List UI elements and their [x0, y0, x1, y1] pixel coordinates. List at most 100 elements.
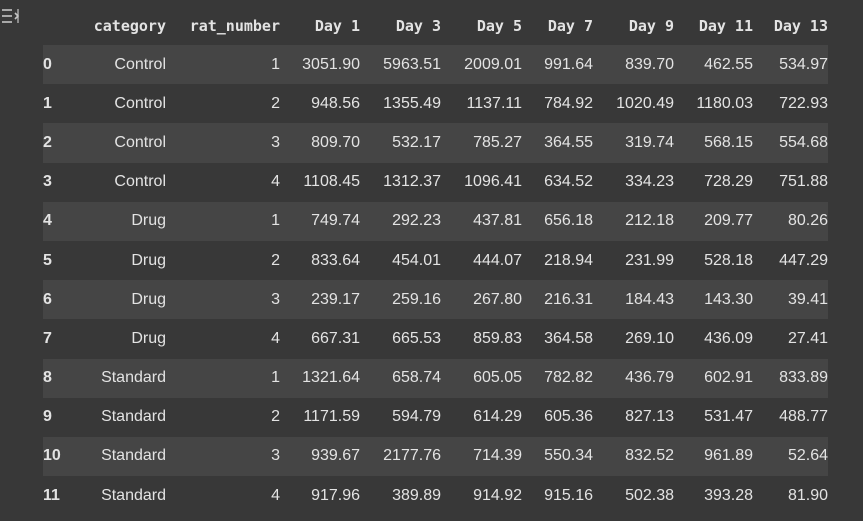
cell-value: 488.77	[779, 408, 828, 426]
cell-value: 1137.11	[466, 94, 522, 112]
cell-value: 917.96	[311, 486, 360, 504]
cell-value: 292.23	[392, 212, 441, 230]
row-index: 10	[43, 447, 61, 465]
cell-value: 531.47	[704, 408, 753, 426]
row-index: 1	[43, 94, 52, 112]
table-row: 6 Drug 3 239.17 259.16 267.80 216.31 184.43 143.…	[43, 280, 828, 320]
row-index: 2	[43, 133, 52, 151]
cell-value: 212.18	[625, 212, 674, 230]
cell-value: 614.29	[473, 408, 522, 426]
cell-category: Drug	[131, 251, 166, 269]
header-day-11: Day 11	[698, 16, 753, 35]
cell-value: 915.16	[544, 486, 593, 504]
cell-rat-number: 1	[271, 369, 280, 387]
cell-value: 939.67	[311, 447, 360, 465]
cell-value: 833.64	[311, 251, 360, 269]
cell-rat-number: 4	[271, 173, 280, 191]
table-row: 5 Drug 2 833.64 454.01 444.07 218.94 231.99 528.…	[43, 241, 828, 280]
header-day-7: Day 7	[547, 16, 593, 35]
row-index: 4	[43, 212, 52, 230]
cell-category: Standard	[101, 408, 166, 426]
header-day-3: Day 3	[395, 16, 441, 35]
row-index: 5	[43, 251, 52, 269]
cell-rat-number: 4	[271, 329, 280, 347]
cell-value: 833.89	[779, 369, 828, 387]
cell-value: 319.74	[625, 133, 674, 151]
cell-value: 859.83	[473, 329, 522, 347]
cell-value: 1020.49	[616, 94, 674, 112]
dataframe-table: category rat_number Day 1 Day 3 Day 5 Day 7 Da…	[43, 6, 828, 515]
cell-rat-number: 2	[271, 94, 280, 112]
cell-value: 454.01	[392, 251, 441, 269]
header-day-9: Day 9	[628, 16, 674, 35]
cell-value: 209.77	[704, 212, 753, 230]
cell-value: 3051.90	[302, 55, 360, 73]
header-rat-number: rat_number	[189, 16, 280, 35]
cell-value: 216.31	[544, 290, 593, 308]
cell-value: 39.41	[787, 290, 828, 308]
cell-value: 751.88	[779, 173, 828, 191]
cell-category: Standard	[101, 486, 166, 504]
cell-value: 991.64	[544, 55, 593, 73]
cell-value: 667.31	[311, 329, 360, 347]
dataframe-output: category rat_number Day 1 Day 3 Day 5 Day 7 Da…	[43, 6, 828, 515]
cell-category: Standard	[101, 447, 166, 465]
row-index: 6	[43, 290, 52, 308]
header-day-13: Day 13	[773, 16, 828, 35]
row-index: 7	[43, 329, 52, 347]
table-header: category rat_number Day 1 Day 3 Day 5 Day 7 Da…	[43, 6, 828, 45]
cell-value: 364.58	[544, 329, 593, 347]
cell-value: 602.91	[704, 369, 753, 387]
cell-value: 52.64	[787, 447, 828, 465]
row-index: 11	[43, 486, 60, 504]
cell-rat-number: 2	[271, 408, 280, 426]
cell-category: Control	[114, 133, 166, 151]
cell-value: 832.52	[625, 447, 674, 465]
table-row: 8 Standard 1 1321.64 658.74 605.05 782.82 436.7…	[43, 358, 828, 398]
header-day-5: Day 5	[476, 16, 522, 35]
cell-value: 2177.76	[383, 447, 441, 465]
cell-value: 1312.37	[383, 173, 441, 191]
cell-value: 267.80	[473, 290, 522, 308]
table-row: 7 Drug 4 667.31 665.53 859.83 364.58 269.10 436.…	[43, 319, 828, 358]
table-row: 11 Standard 4 917.96 389.89 914.92 915.16 502.3…	[43, 476, 828, 515]
header-category: category	[93, 16, 166, 35]
cell-rat-number: 3	[271, 133, 280, 151]
cell-value: 218.94	[544, 251, 593, 269]
row-index: 3	[43, 173, 52, 191]
cell-value: 1321.64	[302, 369, 360, 387]
cell-rat-number: 3	[271, 447, 280, 465]
table-row: 2 Control 3 809.70 532.17 785.27 364.55 319.74 5…	[43, 123, 828, 163]
cell-value: 462.55	[704, 55, 753, 73]
table-row: 0 Control 1 3051.90 5963.51 2009.01 991.64 839.…	[43, 45, 828, 85]
cell-value: 948.56	[311, 94, 360, 112]
cell-value: 749.74	[311, 212, 360, 230]
cell-value: 389.89	[392, 486, 441, 504]
cell-value: 1096.41	[464, 173, 522, 191]
cell-value: 1171.59	[303, 408, 360, 426]
cell-value: 534.97	[779, 55, 828, 73]
table-row: 4 Drug 1 749.74 292.23 437.81 656.18 212.18 209.…	[43, 201, 828, 241]
cell-category: Control	[114, 173, 166, 191]
cell-value: 782.82	[544, 369, 593, 387]
cell-value: 334.23	[625, 173, 674, 191]
cell-value: 722.93	[779, 94, 828, 112]
cell-value: 437.81	[473, 212, 522, 230]
cell-value: 393.28	[704, 486, 753, 504]
table-row: 3 Control 4 1108.45 1312.37 1096.41 634.52 334.…	[43, 163, 828, 202]
row-index: 0	[43, 55, 52, 73]
cell-value: 528.18	[704, 251, 753, 269]
cell-rat-number: 4	[271, 486, 280, 504]
cell-category: Control	[114, 94, 166, 112]
cell-value: 27.41	[787, 329, 828, 347]
header-day-1: Day 1	[314, 16, 360, 35]
cell-value: 5963.51	[383, 55, 441, 73]
cell-value: 1108.45	[303, 173, 360, 191]
cell-value: 444.07	[473, 251, 522, 269]
cell-value: 2009.01	[464, 55, 522, 73]
cell-value: 728.29	[704, 173, 753, 191]
table-row: 10 Standard 3 939.67 2177.76 714.39 550.34 832.…	[43, 436, 828, 477]
header-row: category rat_number Day 1 Day 3 Day 5 Day 7 Da…	[43, 6, 828, 45]
cell-value: 827.13	[625, 408, 674, 426]
output-collapse-icon[interactable]	[0, 6, 22, 28]
